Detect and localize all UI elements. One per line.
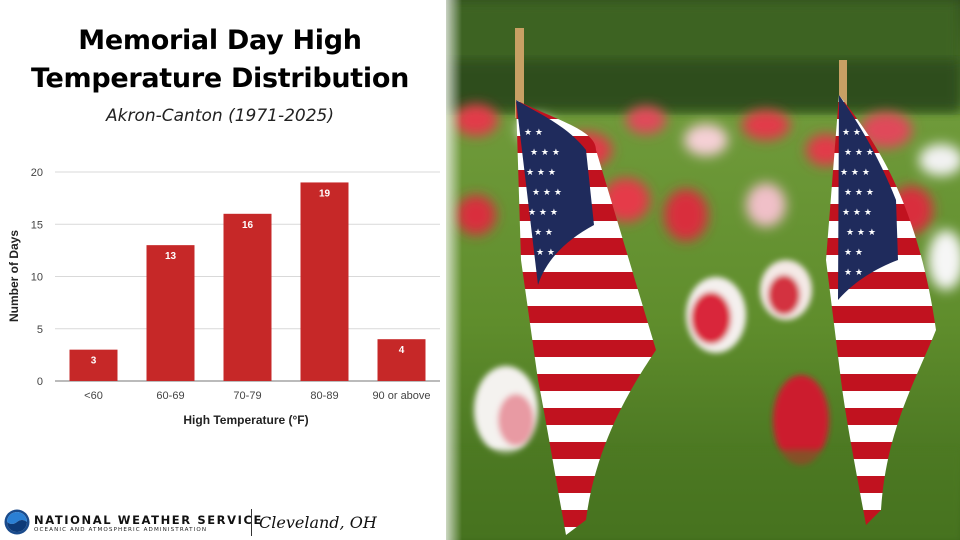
bar <box>223 213 272 381</box>
bar-data-label: 19 <box>319 188 331 199</box>
svg-text:★ ★: ★ ★ <box>524 128 543 138</box>
x-tick-label: <60 <box>84 390 103 402</box>
bar <box>69 349 118 381</box>
chart-panel: Memorial Day High Temperature Distributi… <box>0 0 450 540</box>
chart-title: Memorial Day High Temperature Distributi… <box>0 22 440 98</box>
axis-ticks: 0 5 10 15 20 <60 60-69 70-79 80-89 90 or above <box>31 167 431 402</box>
y-axis-label: Number of Days <box>7 230 21 322</box>
svg-text:★ ★: ★ ★ <box>842 128 861 138</box>
svg-text:★ ★ ★: ★ ★ ★ <box>844 188 874 198</box>
x-axis-label: High Temperature (°F) <box>183 413 308 427</box>
parent-agency-name: OCEANIC AND ATMOSPHERIC ADMINISTRATION <box>34 527 208 533</box>
bar-data-label: 16 <box>242 220 254 231</box>
footer-divider <box>251 509 252 536</box>
bar-data-label: 13 <box>165 251 177 262</box>
footer: NATIONAL WEATHER SERVICE OCEANIC AND ATM… <box>0 506 450 540</box>
y-tick-label: 20 <box>31 167 43 179</box>
title-line-1: Memorial Day High <box>78 25 362 56</box>
memorial-flags-photo: ★ ★ ★ ★ ★ ★ ★ ★ ★ ★ ★ ★ ★ ★ ★ ★ ★ ★ ★ ★ ★ ★ … <box>446 0 960 540</box>
flag-left: ★ ★ ★ ★ ★ ★ ★ ★ ★ ★ ★ ★ ★ ★ ★ ★ ★ ★ <box>515 28 656 535</box>
svg-text:★ ★ ★: ★ ★ ★ <box>530 148 560 158</box>
svg-text:★ ★ ★: ★ ★ ★ <box>526 168 556 178</box>
bar-data-label: 4 <box>399 345 405 356</box>
svg-text:★ ★ ★: ★ ★ ★ <box>532 188 562 198</box>
svg-text:★ ★ ★: ★ ★ ★ <box>528 208 558 218</box>
data-labels: 3 13 16 19 4 <box>91 188 405 366</box>
noaa-logo-icon <box>4 509 30 535</box>
title-line-2: Temperature Distribution <box>30 63 410 94</box>
y-tick-label: 15 <box>31 219 43 231</box>
office-name: Cleveland, OH <box>259 513 377 532</box>
svg-text:★ ★: ★ ★ <box>844 248 863 258</box>
svg-text:★ ★ ★: ★ ★ ★ <box>846 228 876 238</box>
x-tick-label: 80-89 <box>310 390 338 402</box>
svg-text:★ ★: ★ ★ <box>536 248 555 258</box>
bar-data-label: 3 <box>91 356 97 367</box>
y-tick-label: 5 <box>37 324 43 336</box>
bar-chart: 3 13 16 19 4 0 5 10 15 20 <60 60-69 70-79 80-89 90 or… <box>7 167 440 427</box>
bar <box>146 245 195 381</box>
bar <box>300 182 349 381</box>
y-tick-label: 0 <box>37 376 43 388</box>
x-tick-label: 90 or above <box>372 390 430 402</box>
svg-text:★ ★ ★: ★ ★ ★ <box>844 148 874 158</box>
bar <box>377 339 426 381</box>
x-tick-label: 70-79 <box>233 390 261 402</box>
photo-edge-fade <box>440 0 462 540</box>
svg-text:★ ★: ★ ★ <box>534 228 553 238</box>
svg-text:★ ★: ★ ★ <box>844 268 863 278</box>
flag-right: ★ ★ ★ ★ ★ ★ ★ ★ ★ ★ ★ ★ ★ ★ ★ ★ ★ ★ ★ ★ ★ <box>826 60 936 525</box>
agency-name: NATIONAL WEATHER SERVICE <box>34 513 263 527</box>
chart-subtitle: Akron-Canton (1971-2025) <box>105 106 334 126</box>
svg-text:★ ★ ★: ★ ★ ★ <box>842 208 872 218</box>
svg-text:★ ★ ★: ★ ★ ★ <box>840 168 870 178</box>
x-tick-label: 60-69 <box>156 390 184 402</box>
y-tick-label: 10 <box>31 272 43 284</box>
bars <box>69 182 426 381</box>
